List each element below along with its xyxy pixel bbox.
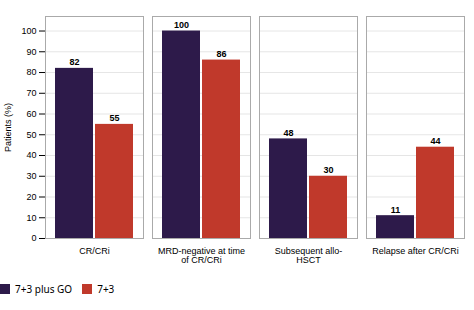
svg-text:50: 50 <box>26 130 36 140</box>
svg-text:80: 80 <box>26 67 36 77</box>
svg-text:30: 30 <box>26 171 36 181</box>
svg-text:100: 100 <box>21 26 36 36</box>
svg-text:82: 82 <box>69 57 79 67</box>
svg-text:100: 100 <box>174 20 189 30</box>
svg-text:30: 30 <box>323 165 333 175</box>
svg-text:90: 90 <box>26 47 36 57</box>
svg-text:10: 10 <box>26 213 36 223</box>
svg-text:MRD-negative at timeof CR/CRi: MRD-negative at timeof CR/CRi <box>158 246 245 265</box>
svg-text:Patients (%): Patients (%) <box>3 103 13 152</box>
svg-text:44: 44 <box>430 136 440 146</box>
svg-text:11: 11 <box>391 205 401 215</box>
svg-text:48: 48 <box>283 128 293 138</box>
svg-text:70: 70 <box>26 88 36 98</box>
svg-text:0: 0 <box>31 233 36 243</box>
svg-text:86: 86 <box>216 49 226 59</box>
html-text:7+3 plus GO: 7+3 plus GO <box>15 281 73 296</box>
svg-text:55: 55 <box>109 113 119 123</box>
svg-text:CR/CRi: CR/CRi <box>79 246 110 256</box>
svg-text:40: 40 <box>26 150 36 160</box>
svg-text:60: 60 <box>26 109 36 119</box>
svg-text:20: 20 <box>26 192 36 202</box>
svg-text:Relapse after CR/CRi: Relapse after CR/CRi <box>372 246 459 256</box>
svg-text:Subsequent allo-HSCT: Subsequent allo-HSCT <box>275 246 343 265</box>
html-text:7+3: 7+3 <box>97 281 115 296</box>
